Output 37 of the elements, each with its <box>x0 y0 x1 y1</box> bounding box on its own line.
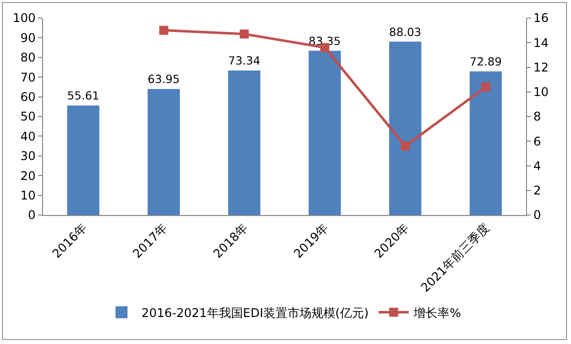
y-tick-label: 100 <box>12 11 36 26</box>
y2-tick-label: 0 <box>533 208 542 222</box>
data-label: 72.89 <box>470 56 502 69</box>
point <box>240 30 249 39</box>
y-tick-label: 40 <box>20 129 36 144</box>
y2-tick-label: 14 <box>533 36 549 50</box>
y2-tick-label: 8 <box>533 110 542 124</box>
y2-tick-label: 2 <box>533 184 542 198</box>
y2-tick-label: 16 <box>533 11 549 26</box>
y-tick-label: 10 <box>20 188 36 202</box>
legend-label: 增长率% <box>412 306 462 320</box>
point <box>159 26 168 35</box>
y-tick-label: 60 <box>20 90 36 104</box>
y-tick-label: 50 <box>20 110 36 124</box>
y2-tick-label: 4 <box>533 158 542 173</box>
y2-tick-label: 12 <box>533 60 549 74</box>
legend-label: 2016-2021年我国EDI装置市场规模(亿元) <box>142 306 369 320</box>
y-tick-label: 20 <box>20 168 36 183</box>
bar <box>470 71 502 215</box>
bar <box>308 50 341 215</box>
y-tick-label: 80 <box>20 50 36 65</box>
data-label: 73.34 <box>228 54 260 68</box>
bar <box>148 89 180 215</box>
data-label: 88.03 <box>389 26 422 39</box>
data-label: 55.61 <box>67 90 100 103</box>
point <box>400 142 410 151</box>
point <box>481 82 490 92</box>
data-label: 63.95 <box>148 73 180 86</box>
y-tick-label: 30 <box>20 149 36 164</box>
bar <box>228 70 260 215</box>
bar <box>389 42 422 215</box>
y2-tick-label: 6 <box>533 134 542 148</box>
y-tick-label: 70 <box>20 70 36 84</box>
bar <box>67 105 100 215</box>
y-tick-label: 0 <box>28 208 36 222</box>
y2-tick-label: 10 <box>533 85 549 100</box>
y-tick-label: 90 <box>20 30 36 45</box>
